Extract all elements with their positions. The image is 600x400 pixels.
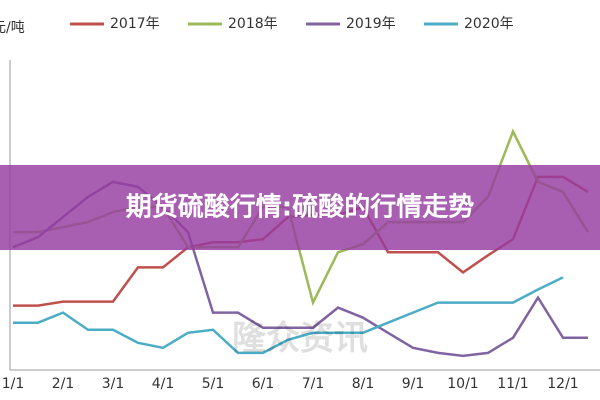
x-tick-label: 2/1 <box>52 376 75 392</box>
x-tick-label: 5/1 <box>202 376 225 392</box>
chart-title: 期货硫酸行情:硫酸的行情走势 <box>126 192 474 223</box>
x-tick-label: 8/1 <box>352 376 375 392</box>
x-tick-label: 9/1 <box>402 376 425 392</box>
legend-label: 2017年 <box>110 16 160 32</box>
x-tick-label: 3/1 <box>102 376 125 392</box>
legend-label: 2019年 <box>346 16 396 32</box>
x-tick-label: 1/1 <box>2 376 25 392</box>
y-axis-label: 元/吨 <box>0 20 25 36</box>
x-tick-label: 4/1 <box>152 376 175 392</box>
title-banner <box>0 165 600 250</box>
x-tick-label: 10/1 <box>447 376 478 392</box>
x-tick-label: 6/1 <box>252 376 275 392</box>
watermark: 隆众资讯 <box>232 319 368 359</box>
legend-label: 2020年 <box>464 16 514 32</box>
x-tick-label: 11/1 <box>497 376 528 392</box>
legend-label: 2018年 <box>228 16 278 32</box>
x-tick-label: 12/1 <box>547 376 578 392</box>
x-tick-label: 7/1 <box>302 376 325 392</box>
series-line <box>13 276 564 355</box>
